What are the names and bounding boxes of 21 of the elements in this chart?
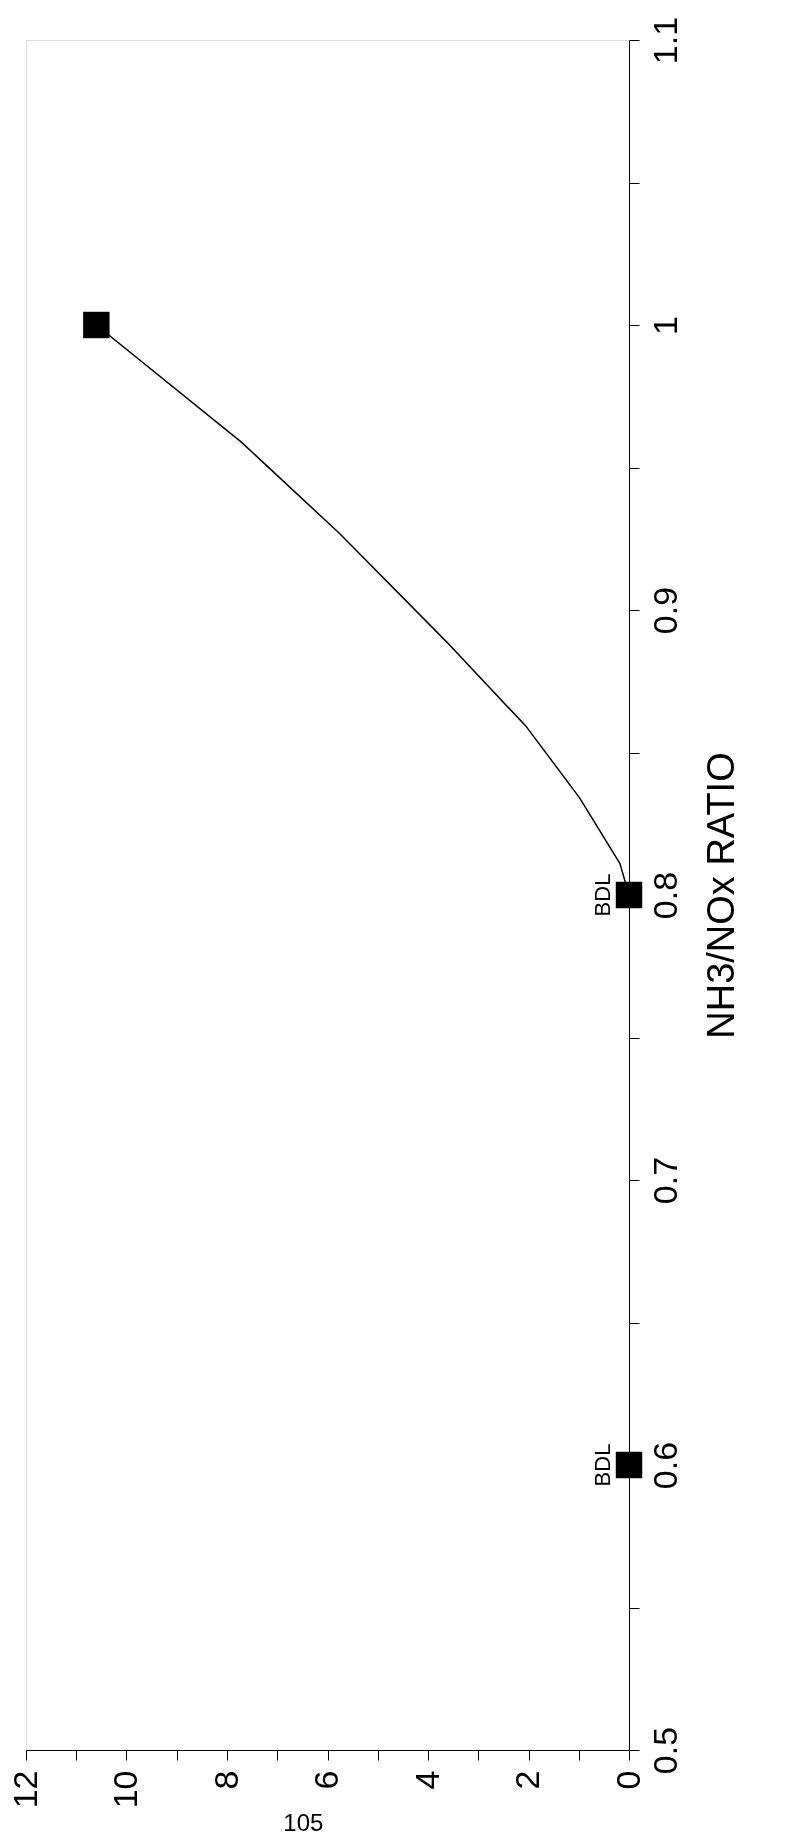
- x-tick-label: 4: [407, 1770, 446, 1790]
- y-tick-label: 0.6: [645, 1441, 684, 1490]
- y-tick-label: 0.7: [645, 1156, 684, 1205]
- x-tick-label: 8: [206, 1770, 245, 1790]
- point: [83, 311, 110, 339]
- annotation: BDL: [590, 1443, 615, 1487]
- text: 105: [283, 1809, 324, 1836]
- y-tick-label: 0.9: [645, 586, 684, 635]
- y-tick-label: 0.5: [645, 1726, 684, 1775]
- x-tick-label: 0: [608, 1770, 647, 1790]
- point: [615, 881, 643, 909]
- y-tick-label: 1.1: [645, 16, 684, 65]
- y-tick-label: 1: [645, 316, 684, 335]
- y-tick-label: 0.8: [645, 871, 684, 920]
- y-axis-title: NH3/NOx RATIO: [699, 752, 742, 1039]
- annotation: BDL: [590, 873, 615, 917]
- x-tick-label: 12: [5, 1770, 44, 1809]
- x-tick-label: 2: [508, 1770, 546, 1790]
- point: [615, 1451, 643, 1479]
- x-tick-label: 10: [106, 1770, 144, 1809]
- x-tick-label: 6: [307, 1770, 345, 1790]
